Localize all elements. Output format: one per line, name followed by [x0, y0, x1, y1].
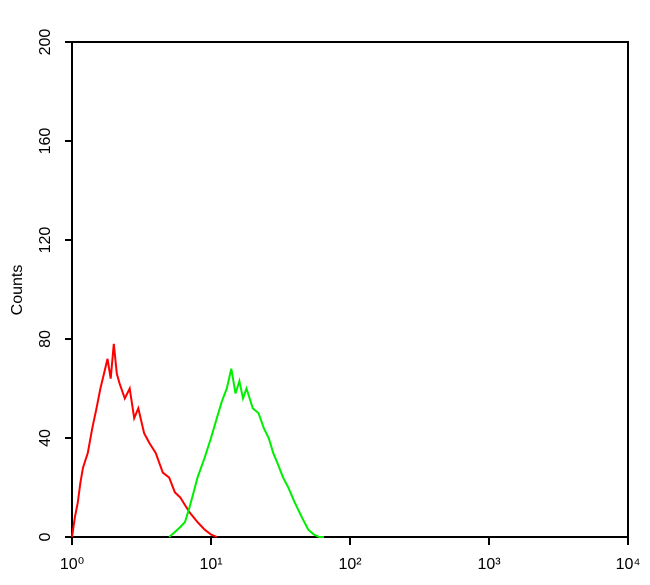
histogram-line	[168, 368, 324, 538]
histogram-line	[71, 343, 218, 538]
x-tick-label: 10²	[338, 556, 362, 573]
y-axis-label: Counts	[9, 265, 26, 316]
x-tick-label: 10¹	[199, 556, 222, 573]
y-tick-label: 80	[37, 330, 54, 348]
plot-frame	[71, 41, 629, 538]
y-tick-label: 200	[37, 29, 54, 56]
y-tick-label: 0	[37, 532, 54, 541]
x-tick-label: 10⁴	[616, 556, 641, 573]
y-tick-label: 120	[37, 227, 54, 254]
x-tick-label: 10⁰	[60, 556, 84, 573]
x-tick-label: 10³	[477, 556, 501, 573]
y-tick-label: 160	[37, 128, 54, 155]
y-tick-label: 40	[37, 429, 54, 447]
